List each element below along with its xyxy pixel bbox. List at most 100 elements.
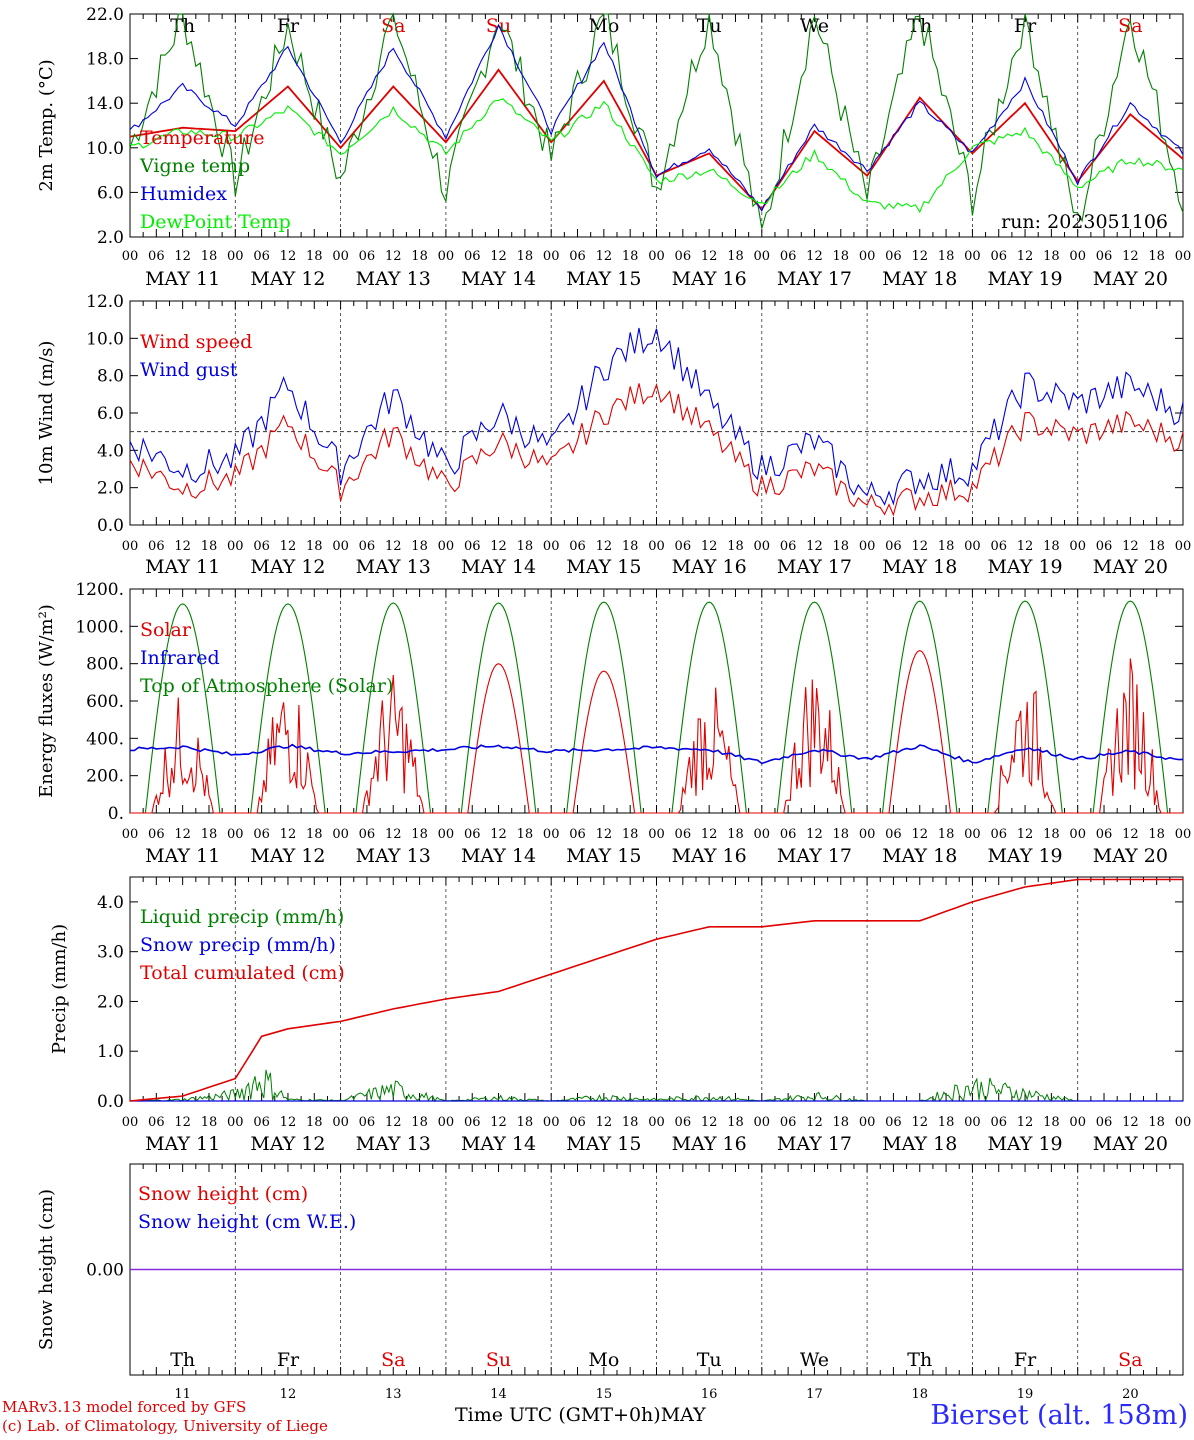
hour-tick-label: 00 — [122, 539, 139, 554]
hour-tick-label: 12 — [174, 1115, 191, 1130]
hour-tick-label: 06 — [569, 249, 586, 264]
hour-tick-label: 00 — [332, 1115, 349, 1130]
hour-tick-label: 06 — [569, 1115, 586, 1130]
hour-tick-label: 18 — [1148, 539, 1165, 554]
hour-tick-label: 12 — [490, 827, 507, 842]
hour-tick-label: 06 — [675, 539, 692, 554]
date-label: MAY 20 — [1093, 556, 1168, 578]
hour-tick-label: 00 — [648, 827, 665, 842]
hour-tick-label: 00 — [1175, 249, 1192, 264]
date-label: MAY 16 — [672, 845, 747, 867]
hour-tick-label: 12 — [174, 249, 191, 264]
day-name: Sa — [381, 1349, 405, 1371]
hour-tick-label: 06 — [464, 1115, 481, 1130]
hour-tick-label: 12 — [1122, 827, 1139, 842]
legend-entry: Temperature — [140, 127, 264, 149]
hour-tick-label: 12 — [806, 1115, 823, 1130]
hour-tick-label: 06 — [780, 249, 797, 264]
date-label: MAY 17 — [777, 556, 852, 578]
hour-tick-label: 06 — [148, 1115, 165, 1130]
y-tick-label: 22.0 — [86, 5, 124, 25]
day-name: Tu — [697, 15, 722, 37]
hour-tick-label: 18 — [833, 539, 850, 554]
date-label: MAY 11 — [145, 556, 220, 578]
date-label: MAY 11 — [145, 1133, 220, 1155]
day-name: Th — [907, 1349, 932, 1371]
date-label: MAY 18 — [882, 556, 957, 578]
y-tick-label: 6.0 — [97, 404, 124, 424]
date-label: MAY 13 — [356, 845, 431, 867]
hour-tick-label: 06 — [885, 249, 902, 264]
hour-tick-label: 18 — [622, 539, 639, 554]
legend-entry: Total cumulated (cm) — [140, 962, 345, 984]
hour-tick-label: 18 — [201, 249, 218, 264]
hour-tick-label: 06 — [148, 249, 165, 264]
date-label: MAY 12 — [250, 845, 325, 867]
hour-tick-label: 06 — [464, 539, 481, 554]
hour-tick-label: 00 — [227, 539, 244, 554]
hour-tick-label: 06 — [885, 539, 902, 554]
date-label: MAY 11 — [145, 268, 220, 290]
hour-tick-label: 00 — [1069, 249, 1086, 264]
hour-tick-label: 00 — [859, 827, 876, 842]
date-label: MAY 11 — [145, 845, 220, 867]
hour-tick-label: 06 — [990, 1115, 1007, 1130]
hour-tick-label: 00 — [964, 539, 981, 554]
hour-tick-label: 12 — [596, 249, 613, 264]
hour-tick-label: 18 — [201, 539, 218, 554]
hour-tick-label: 12 — [596, 539, 613, 554]
hour-tick-label: 00 — [1069, 827, 1086, 842]
date-label: MAY 15 — [566, 556, 641, 578]
day-number: 11 — [174, 1387, 191, 1402]
legend-entry: Snow precip (mm/h) — [140, 934, 336, 956]
time-axis-label: Time UTC (GMT+0h)MAY — [455, 1404, 706, 1426]
day-name: Fr — [1014, 15, 1037, 37]
x-axis-title: Time UTC (GMT+0h) — [455, 1404, 661, 1426]
series-line-3 — [129, 98, 1184, 214]
hour-tick-label: 18 — [517, 539, 534, 554]
y-axis-label: 10m Wind (m/s) — [36, 341, 57, 486]
date-label: MAY 13 — [356, 268, 431, 290]
hour-tick-label: 06 — [1096, 1115, 1113, 1130]
date-label: MAY 13 — [356, 1133, 431, 1155]
y-tick-label: 0.00 — [86, 1261, 124, 1281]
day-name: Fr — [277, 1349, 300, 1371]
hour-tick-label: 18 — [833, 1115, 850, 1130]
hour-tick-label: 06 — [569, 539, 586, 554]
hour-tick-label: 18 — [411, 1115, 428, 1130]
hour-tick-label: 06 — [675, 827, 692, 842]
hour-tick-label: 12 — [1017, 827, 1034, 842]
date-label: MAY 14 — [461, 1133, 536, 1155]
day-number: 17 — [806, 1387, 823, 1402]
hour-tick-label: 18 — [727, 1115, 744, 1130]
hour-tick-label: 18 — [727, 249, 744, 264]
hour-tick-label: 00 — [1069, 539, 1086, 554]
hour-tick-label: 12 — [1122, 539, 1139, 554]
y-axis-label: Precip (mm/h) — [49, 924, 70, 1054]
date-label: MAY 15 — [566, 845, 641, 867]
hour-tick-label: 06 — [359, 539, 376, 554]
series-line-infrared — [129, 743, 1184, 765]
hour-tick-label: 18 — [1148, 249, 1165, 264]
hour-tick-label: 00 — [227, 827, 244, 842]
y-tick-label: 1000. — [75, 617, 124, 637]
hour-tick-label: 18 — [1043, 1115, 1060, 1130]
hour-tick-label: 18 — [938, 1115, 955, 1130]
y-tick-label: 10.0 — [86, 139, 124, 159]
hour-tick-label: 00 — [438, 827, 455, 842]
hour-tick-label: 00 — [1175, 1115, 1192, 1130]
hour-tick-label: 00 — [438, 539, 455, 554]
hour-tick-label: 00 — [543, 827, 560, 842]
hour-tick-label: 00 — [859, 249, 876, 264]
day-number: 13 — [385, 1387, 402, 1402]
day-number: 18 — [911, 1387, 928, 1402]
y-tick-label: 8.0 — [97, 367, 124, 387]
hour-tick-label: 06 — [780, 827, 797, 842]
hour-tick-label: 06 — [990, 827, 1007, 842]
series-line-1 — [129, 12, 1184, 229]
hour-tick-label: 00 — [332, 539, 349, 554]
date-label: MAY 15 — [566, 268, 641, 290]
panel-frame-2 — [129, 588, 1184, 814]
date-label: MAY 18 — [882, 1133, 957, 1155]
y-tick-label: 0.0 — [97, 516, 124, 536]
